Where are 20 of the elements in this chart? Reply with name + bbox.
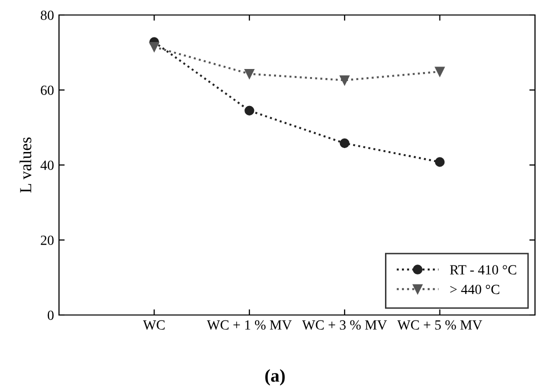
y-tick-label: 20 xyxy=(40,236,54,245)
y-tick-label: 80 xyxy=(40,10,54,20)
y-tick-label: 60 xyxy=(40,86,54,95)
y-axis-title: L values xyxy=(20,137,32,193)
legend-label: RT - 410 °C xyxy=(450,265,516,274)
point xyxy=(149,42,160,52)
x-tick-label: WC + 3 % MV xyxy=(302,320,387,330)
x-tick-label: WC xyxy=(143,320,165,330)
x-tick-label: WC + 1 % MV xyxy=(206,320,292,330)
y-tick-label: 40 xyxy=(40,160,54,170)
point xyxy=(244,69,254,79)
point xyxy=(244,106,254,116)
text: (a) xyxy=(265,369,285,386)
x-tick-label: WC + 5 % MV xyxy=(397,320,482,330)
y-tick-label: 0 xyxy=(48,310,54,320)
point xyxy=(340,138,350,148)
point xyxy=(340,75,350,86)
point xyxy=(434,157,445,167)
point xyxy=(434,66,445,76)
legend-label: > 440 °C xyxy=(450,284,500,294)
